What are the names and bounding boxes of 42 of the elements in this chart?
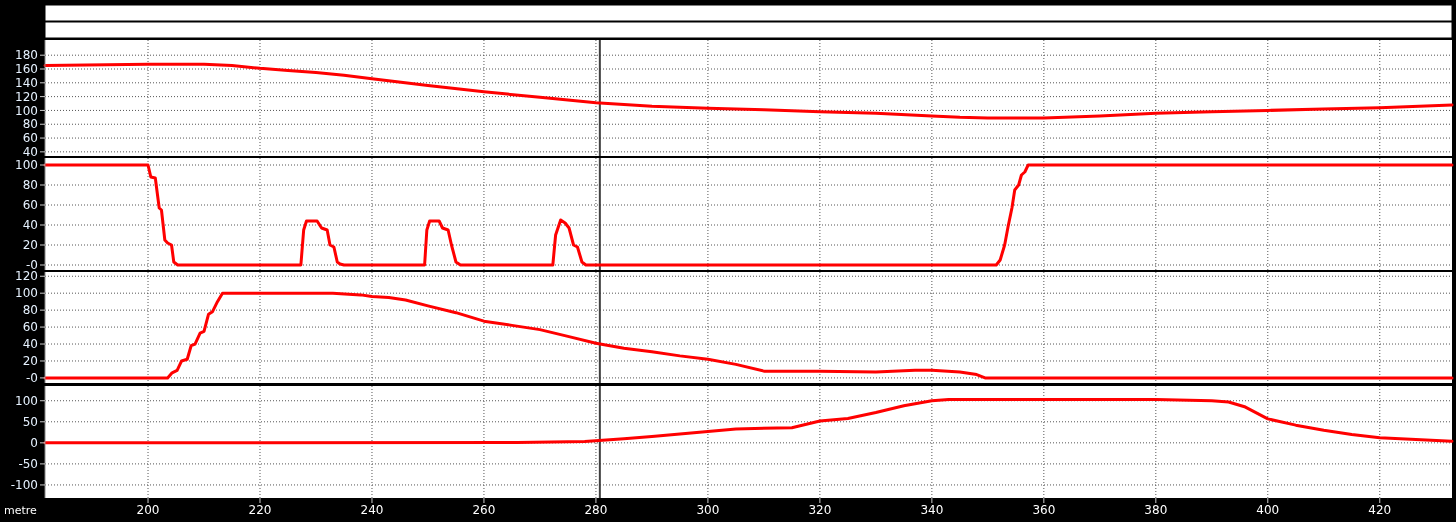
y-tick-label: 40 bbox=[22, 337, 38, 352]
y-tick-label: 140 bbox=[15, 76, 38, 91]
x-tick-label: 360 bbox=[1032, 503, 1056, 517]
y-tick-label: 20 bbox=[22, 238, 38, 253]
y-tick-label: 100 bbox=[15, 158, 38, 173]
y-tick-label: -100 bbox=[10, 478, 38, 493]
x-tick-label: 200 bbox=[136, 503, 160, 517]
line-series bbox=[43, 62, 1454, 120]
y-tick-label: 0 bbox=[30, 436, 38, 451]
x-tick-label: 260 bbox=[472, 503, 496, 517]
y-tick-label: 60 bbox=[22, 198, 38, 213]
y-tick-label: 120 bbox=[15, 89, 38, 104]
y-tick-label: 80 bbox=[22, 303, 38, 318]
x-tick-label: 320 bbox=[808, 503, 832, 517]
y-tick-label: 60 bbox=[22, 320, 38, 335]
y-tick-label: -0 bbox=[26, 371, 38, 386]
y-tick-label: 100 bbox=[15, 286, 38, 301]
y-tick-label: -50 bbox=[18, 457, 38, 472]
y-tick-label: 40 bbox=[22, 218, 38, 233]
x-axis-title: metre bbox=[4, 504, 38, 517]
y-tick-label: 80 bbox=[22, 117, 38, 132]
y-tick-label: 40 bbox=[22, 145, 38, 160]
y-tick-label: 80 bbox=[22, 178, 38, 193]
y-tick-label: 100 bbox=[15, 393, 38, 408]
y-tick-label: 180 bbox=[15, 48, 38, 63]
y-tick-label: 20 bbox=[22, 354, 38, 369]
line-series bbox=[43, 397, 1454, 445]
y-tick-label: 60 bbox=[22, 131, 38, 146]
x-tick-label: 280 bbox=[584, 503, 608, 517]
x-tick-label: 300 bbox=[696, 503, 720, 517]
x-tick-label: 220 bbox=[248, 503, 272, 517]
x-tick-label: 380 bbox=[1144, 503, 1168, 517]
y-tick-label: 160 bbox=[15, 62, 38, 77]
y-tick-label: 120 bbox=[15, 269, 38, 284]
y-tick-label: 50 bbox=[22, 414, 38, 429]
x-tick-label: 340 bbox=[920, 503, 944, 517]
x-tick-label: 420 bbox=[1368, 503, 1392, 517]
line-series bbox=[43, 163, 1454, 267]
x-tick-label: 240 bbox=[360, 503, 384, 517]
x-tick-label: 400 bbox=[1256, 503, 1280, 517]
y-tick-label: 100 bbox=[15, 103, 38, 118]
line-series bbox=[43, 291, 1454, 380]
